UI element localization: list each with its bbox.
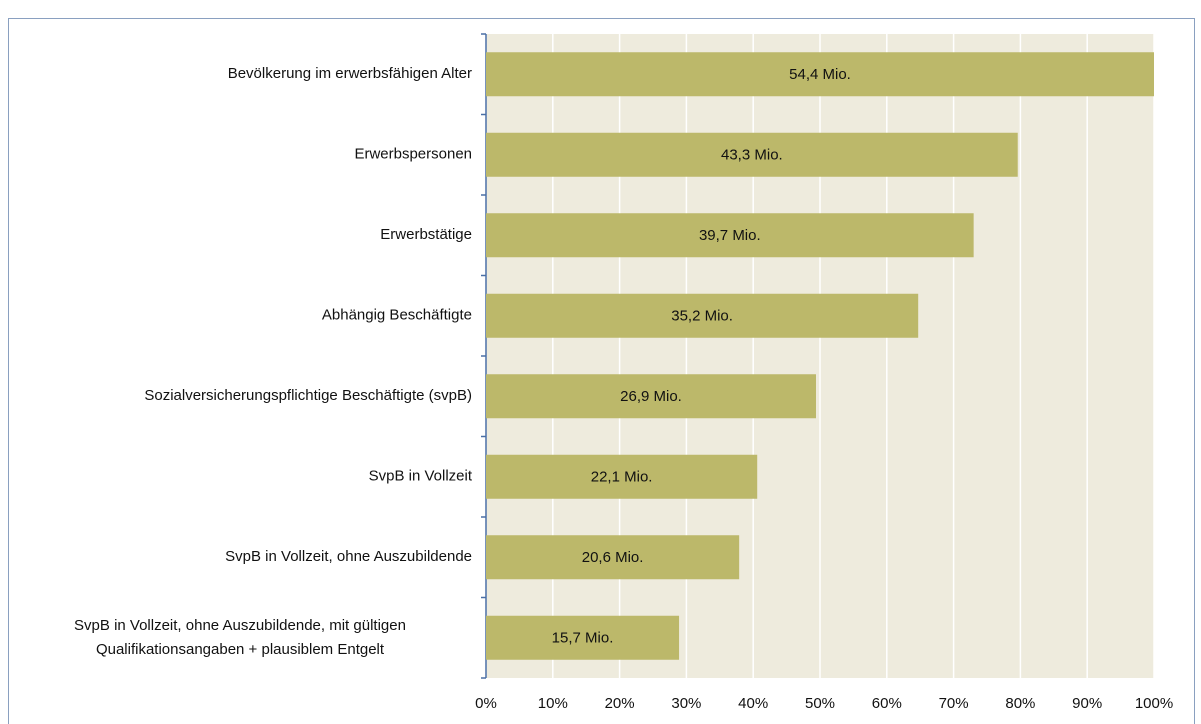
x-tick-label: 60% xyxy=(872,695,902,712)
y-tick-label: SvpB in Vollzeit, ohne Auszubildende, mi… xyxy=(74,617,406,658)
bar xyxy=(486,52,1154,97)
y-tick-label: SvpB in Vollzeit xyxy=(369,468,473,485)
data-label: 22,1 Mio. xyxy=(591,469,653,486)
x-tick-label: 40% xyxy=(738,695,768,712)
y-tick-label: Sozialversicherungspflichtige Beschäftig… xyxy=(144,387,472,404)
x-tick-label: 80% xyxy=(1005,695,1035,712)
bar xyxy=(486,535,740,580)
bar xyxy=(486,213,974,258)
y-tick-label: SvpB in Vollzeit, ohne Auszubildende xyxy=(225,548,472,565)
x-tick-label: 20% xyxy=(605,695,635,712)
bar xyxy=(486,374,816,419)
x-tick-label: 90% xyxy=(1072,695,1102,712)
x-tick-label: 70% xyxy=(939,695,969,712)
data-label: 54,4 Mio. xyxy=(789,66,851,83)
x-tick-label: 100% xyxy=(1135,695,1173,712)
x-tick-label: 50% xyxy=(805,695,835,712)
data-label: 15,7 Mio. xyxy=(552,630,614,647)
data-label: 39,7 Mio. xyxy=(699,227,761,244)
y-tick-label: Erwerbstätige xyxy=(380,226,472,243)
data-label: 43,3 Mio. xyxy=(721,147,783,164)
y-tick-label: Erwerbspersonen xyxy=(354,146,472,163)
x-tick-label: 30% xyxy=(671,695,701,712)
bar xyxy=(486,615,680,660)
data-label: 26,9 Mio. xyxy=(620,388,682,405)
y-tick-label: Bevölkerung im erwerbsfähigen Alter xyxy=(228,65,472,82)
bar xyxy=(486,454,758,499)
label-line: SvpB in Vollzeit, ohne Auszubildende, mi… xyxy=(74,617,406,634)
bar xyxy=(486,132,1018,177)
data-label: 20,6 Mio. xyxy=(582,549,644,566)
label-line: Qualifikationsangaben + plausiblem Entge… xyxy=(96,641,385,658)
x-tick-label: 0% xyxy=(475,695,497,712)
y-tick-label: Abhängig Beschäftigte xyxy=(322,307,472,324)
bar xyxy=(486,293,919,338)
x-tick-label: 10% xyxy=(538,695,568,712)
data-label: 35,2 Mio. xyxy=(671,308,733,325)
